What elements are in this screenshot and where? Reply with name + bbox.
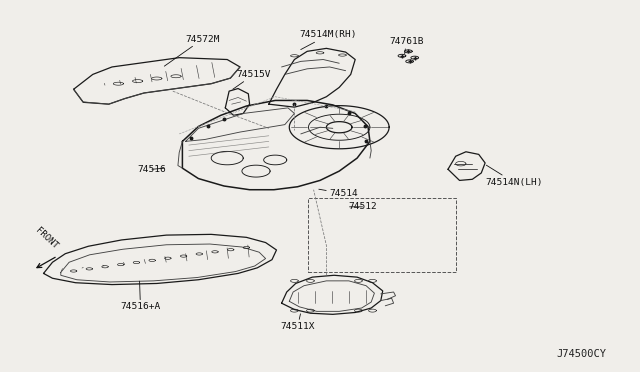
Text: 74514M(RH): 74514M(RH) [300,31,357,49]
Bar [308,198,456,272]
Text: 74516+A: 74516+A [120,281,161,311]
Text: 74514: 74514 [319,189,358,198]
Text: 74512: 74512 [348,202,377,211]
Text: 74761B: 74761B [389,37,424,54]
Text: 74516: 74516 [138,165,166,174]
Text: 74515V: 74515V [233,70,271,89]
Text: 74511X: 74511X [280,314,315,331]
Text: FRONT: FRONT [34,226,60,251]
Text: 74514N(LH): 74514N(LH) [485,165,543,187]
Text: J74500CY: J74500CY [557,349,607,359]
Text: 74572M: 74572M [164,35,220,66]
